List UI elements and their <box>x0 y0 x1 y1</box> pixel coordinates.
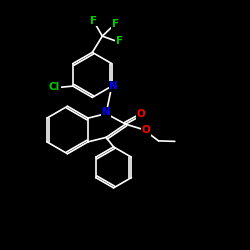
Text: Cl: Cl <box>49 82 60 92</box>
Text: F: F <box>112 19 119 28</box>
Text: O: O <box>142 125 150 135</box>
Text: F: F <box>90 16 97 26</box>
Text: F: F <box>116 36 123 46</box>
Text: O: O <box>136 109 145 119</box>
Text: N: N <box>110 81 118 91</box>
Text: N: N <box>102 108 110 118</box>
